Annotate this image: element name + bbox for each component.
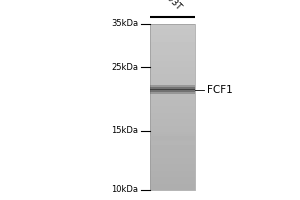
Text: FCF1: FCF1 bbox=[207, 85, 233, 95]
Text: 293T: 293T bbox=[161, 0, 184, 12]
Bar bbox=[150, 92, 195, 94]
Text: 25kDa: 25kDa bbox=[111, 63, 138, 72]
Bar bbox=[150, 138, 195, 140]
Bar bbox=[150, 89, 195, 90]
Bar bbox=[150, 140, 195, 141]
Bar bbox=[150, 24, 195, 190]
Text: 35kDa: 35kDa bbox=[111, 20, 138, 28]
Bar bbox=[150, 85, 195, 87]
Bar bbox=[150, 136, 195, 137]
Bar bbox=[150, 134, 195, 136]
Bar bbox=[150, 90, 195, 92]
Text: 15kDa: 15kDa bbox=[111, 126, 138, 135]
Bar bbox=[150, 87, 195, 89]
Text: 10kDa: 10kDa bbox=[111, 186, 138, 194]
Bar bbox=[150, 137, 195, 138]
